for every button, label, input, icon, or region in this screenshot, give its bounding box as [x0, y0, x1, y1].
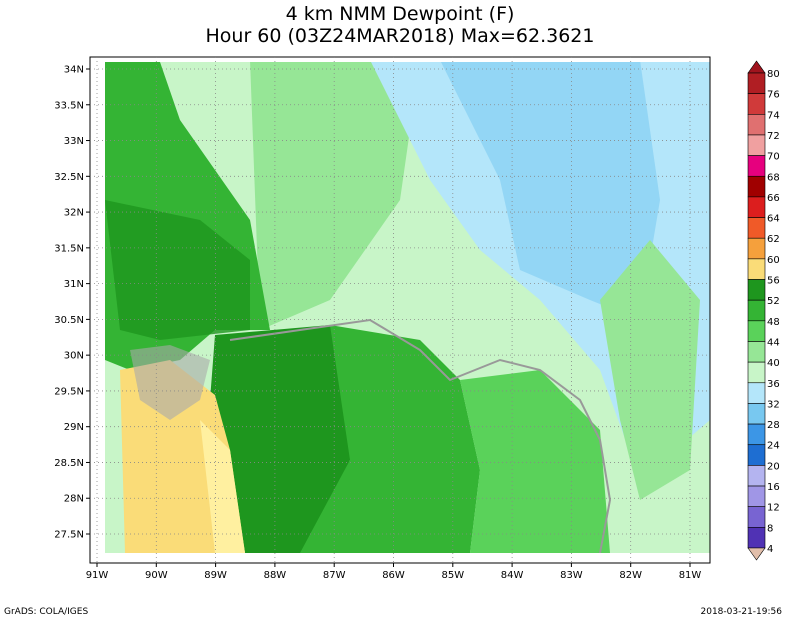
- colorbar-label: 20: [767, 461, 780, 472]
- lat-label: 32.5N: [54, 172, 84, 183]
- colorbar-box: [747, 403, 766, 425]
- colorbar-label: 36: [767, 379, 780, 390]
- colorbar-box: [747, 93, 766, 115]
- lat-label: 27.5N: [54, 530, 84, 541]
- colorbar-box: [747, 444, 766, 466]
- colorbar-label: 64: [767, 214, 780, 225]
- lon-label: 91W: [86, 570, 109, 581]
- colorbar-label: 68: [767, 172, 780, 183]
- lat-label: 33.5N: [54, 100, 84, 111]
- colorbar-top-triangle: [747, 60, 766, 74]
- colorbar-label: 12: [767, 503, 780, 514]
- colorbar-box: [747, 237, 766, 260]
- lon-label: 89W: [204, 570, 227, 581]
- lon-label: 87W: [323, 570, 346, 581]
- colorbar-box: [747, 465, 766, 487]
- lon-label: 90W: [145, 570, 168, 581]
- map-axes: 34N 33.5N 33N 32.5N 32N 31.5N 31N 30.5N 30N 29.5N…: [54, 57, 710, 581]
- lat-label: 31.5N: [54, 243, 84, 254]
- colorbar-label: 66: [767, 193, 780, 204]
- colorbar-label: 28: [767, 420, 780, 431]
- colorbar-label: 56: [767, 276, 780, 287]
- colorbar-box: [747, 114, 766, 136]
- lon-label: 84W: [501, 570, 524, 581]
- lat-label: 30N: [64, 351, 84, 362]
- colorbar-box: [747, 485, 766, 507]
- colorbar-box: [747, 423, 766, 446]
- colorbar-box: [747, 134, 766, 156]
- footer-right: 2018-03-21-19:56: [701, 607, 783, 617]
- colorbar-label: 76: [767, 90, 780, 101]
- colorbar-label: 72: [767, 131, 780, 142]
- lon-label: 81W: [679, 570, 702, 581]
- title-line-1: 4 km NMM Dewpoint (F): [286, 3, 515, 25]
- lat-label: 34N: [64, 65, 84, 76]
- lat-label: 28.5N: [54, 458, 84, 469]
- lat-label: 31N: [64, 279, 84, 290]
- map-frame: [89, 56, 711, 564]
- colorbar-label: 60: [767, 255, 780, 266]
- colorbar-label: 52: [767, 296, 780, 307]
- colorbar-box: [747, 258, 766, 280]
- lon-label: 88W: [264, 570, 287, 581]
- colorbar-label: 24: [767, 441, 780, 452]
- colorbar-box: [747, 279, 766, 301]
- colorbar-box: [747, 72, 766, 94]
- colorbar-box: [747, 175, 766, 198]
- colorbar-box: [747, 506, 766, 528]
- lat-label: 32N: [64, 208, 84, 219]
- colorbar-bottom-triangle: [747, 547, 766, 561]
- lat-label: 28N: [64, 494, 84, 505]
- colorbar-box: [747, 217, 766, 239]
- colorbar-label: 70: [767, 152, 780, 163]
- colorbar-box: [747, 320, 766, 342]
- lon-label: 83W: [560, 570, 583, 581]
- colorbar-box: [747, 299, 766, 322]
- colorbar-label: 62: [767, 234, 780, 245]
- lat-label: 33N: [64, 136, 84, 147]
- colorbar-label: 8: [767, 523, 773, 534]
- lon-label: 82W: [619, 570, 642, 581]
- footer-left: GrADS: COLA/IGES: [4, 607, 88, 617]
- colorbar: 8076747270686664626056524844403632282420…: [747, 60, 780, 561]
- lat-label: 29N: [64, 422, 84, 433]
- colorbar-label: 74: [767, 110, 780, 121]
- lat-label: 30.5N: [54, 315, 84, 326]
- colorbar-box: [747, 361, 766, 384]
- colorbar-label: 48: [767, 317, 780, 328]
- title-line-2: Hour 60 (03Z24MAR2018) Max=62.3621: [206, 25, 595, 47]
- colorbar-box: [747, 196, 766, 218]
- lon-label: 85W: [441, 570, 464, 581]
- dewpoint-field: [105, 62, 710, 553]
- colorbar-box: [747, 341, 766, 363]
- lat-label: 29.5N: [54, 386, 84, 397]
- colorbar-label: 44: [767, 337, 780, 348]
- colorbar-box: [747, 155, 766, 177]
- colorbar-label: 32: [767, 399, 780, 410]
- colorbar-box: [747, 527, 766, 549]
- colorbar-label: 40: [767, 358, 780, 369]
- colorbar-box: [747, 382, 766, 404]
- colorbar-label: 16: [767, 482, 780, 493]
- lon-label: 86W: [382, 570, 405, 581]
- colorbar-label: 80: [767, 69, 780, 80]
- colorbar-label: 4: [767, 544, 773, 555]
